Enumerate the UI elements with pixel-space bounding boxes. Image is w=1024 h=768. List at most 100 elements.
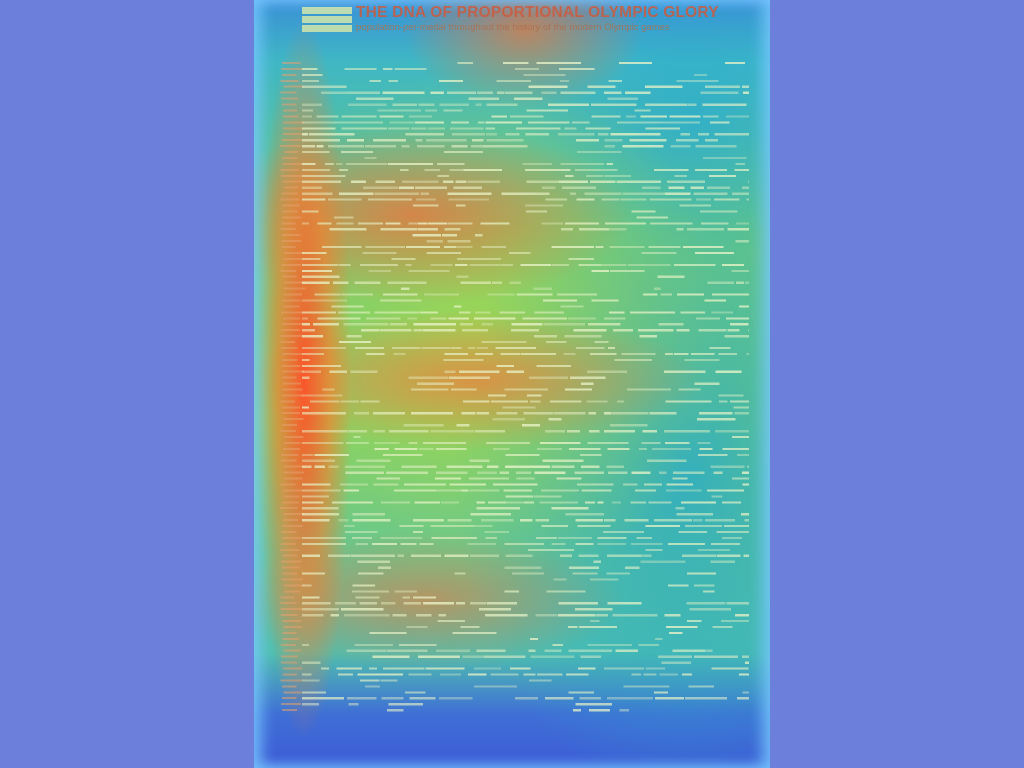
row-label-mark <box>281 192 299 195</box>
medal-bar <box>343 323 389 326</box>
medal-bar <box>574 168 618 172</box>
medal-bar <box>485 127 496 130</box>
medal-bar <box>338 263 351 266</box>
medal-bar <box>623 685 670 688</box>
row-label-mark <box>281 459 297 462</box>
medal-bar <box>676 228 684 231</box>
row-label-mark <box>283 584 305 587</box>
medal-bar <box>340 400 359 403</box>
medal-bar <box>347 103 387 106</box>
medal-bar <box>449 483 486 486</box>
medal-bar <box>422 329 456 332</box>
medal-bar <box>463 400 490 403</box>
medal-bar <box>488 501 507 504</box>
medal-bar <box>649 412 677 415</box>
medal-bar <box>634 109 651 112</box>
medal-bar <box>746 198 749 201</box>
medal-bar <box>506 370 525 373</box>
medal-bar <box>726 317 749 320</box>
medal-bar <box>539 501 578 504</box>
medal-bar <box>476 412 490 415</box>
row-label-mark <box>280 145 301 148</box>
medal-bar <box>665 352 673 356</box>
medal-bar <box>709 174 737 177</box>
row-label-mark <box>283 281 303 284</box>
medal-bar <box>654 637 663 640</box>
medal-bar <box>511 323 543 326</box>
medal-bar <box>480 519 514 522</box>
medal-bar <box>438 614 446 617</box>
medal-bar <box>435 477 461 480</box>
medal-bar <box>435 447 467 451</box>
row-label-mark <box>282 370 305 373</box>
medal-bar <box>672 649 706 652</box>
medal-bar <box>593 560 602 563</box>
medal-bar <box>570 376 606 379</box>
medal-bar <box>415 198 436 201</box>
medal-bar <box>469 459 490 462</box>
medal-bar <box>645 127 680 130</box>
medal-bar <box>666 483 694 486</box>
medal-bar <box>523 412 553 415</box>
row-label-mark <box>283 691 302 694</box>
medal-bar <box>695 198 711 201</box>
medal-bar <box>444 370 456 373</box>
medal-bar <box>694 168 728 172</box>
medal-bar <box>360 400 380 403</box>
medal-bar <box>450 346 462 350</box>
medal-bar <box>419 447 434 451</box>
row-label-mark <box>280 228 297 231</box>
medal-bar <box>576 139 599 142</box>
medal-bar <box>485 121 522 124</box>
row-label-mark <box>283 625 303 628</box>
medal-bar <box>379 115 404 118</box>
medal-bar <box>516 293 553 296</box>
medal-bar <box>481 246 506 249</box>
medal-bar <box>388 430 429 433</box>
medal-bar <box>735 222 749 225</box>
medal-bar <box>302 162 316 166</box>
medal-bar <box>545 198 567 201</box>
medal-bar <box>420 311 438 314</box>
medal-bar <box>425 139 467 142</box>
medal-bar <box>423 293 459 296</box>
medal-bar <box>696 317 720 320</box>
medal-bar <box>604 139 623 142</box>
medal-bar <box>405 263 412 266</box>
medal-bar <box>454 305 462 308</box>
medal-bar <box>526 109 569 112</box>
medal-bar <box>603 317 626 320</box>
medal-bar <box>727 228 749 231</box>
medal-bar <box>425 109 437 112</box>
medal-bar <box>733 406 749 409</box>
medal-bar <box>718 394 744 397</box>
medal-bar <box>608 79 623 82</box>
medal-bar <box>302 317 309 320</box>
medal-bar <box>380 299 422 302</box>
row-label-mark <box>281 685 297 688</box>
medal-bar <box>704 139 718 142</box>
medal-bar <box>740 513 749 516</box>
medal-bar <box>492 281 502 284</box>
medal-bar <box>354 412 370 415</box>
medal-bar <box>333 216 354 219</box>
medal-bar <box>505 495 533 498</box>
medal-bar <box>382 293 418 296</box>
medal-bar <box>664 614 681 617</box>
medal-bar <box>744 519 749 522</box>
medal-bar <box>594 341 609 344</box>
medal-bar <box>584 192 622 195</box>
medal-bar <box>684 358 720 361</box>
row-label-mark <box>281 103 297 106</box>
medal-bar <box>560 162 604 166</box>
medal-bar <box>355 596 380 599</box>
medal-bar <box>654 691 669 694</box>
medal-bar <box>622 483 638 486</box>
row-label-mark <box>281 376 297 379</box>
row-label-mark <box>281 412 301 415</box>
medal-bar <box>369 631 407 635</box>
medal-bar <box>631 210 656 213</box>
medal-bar <box>581 382 594 385</box>
medal-bar <box>372 655 410 658</box>
medal-bar <box>597 536 627 540</box>
